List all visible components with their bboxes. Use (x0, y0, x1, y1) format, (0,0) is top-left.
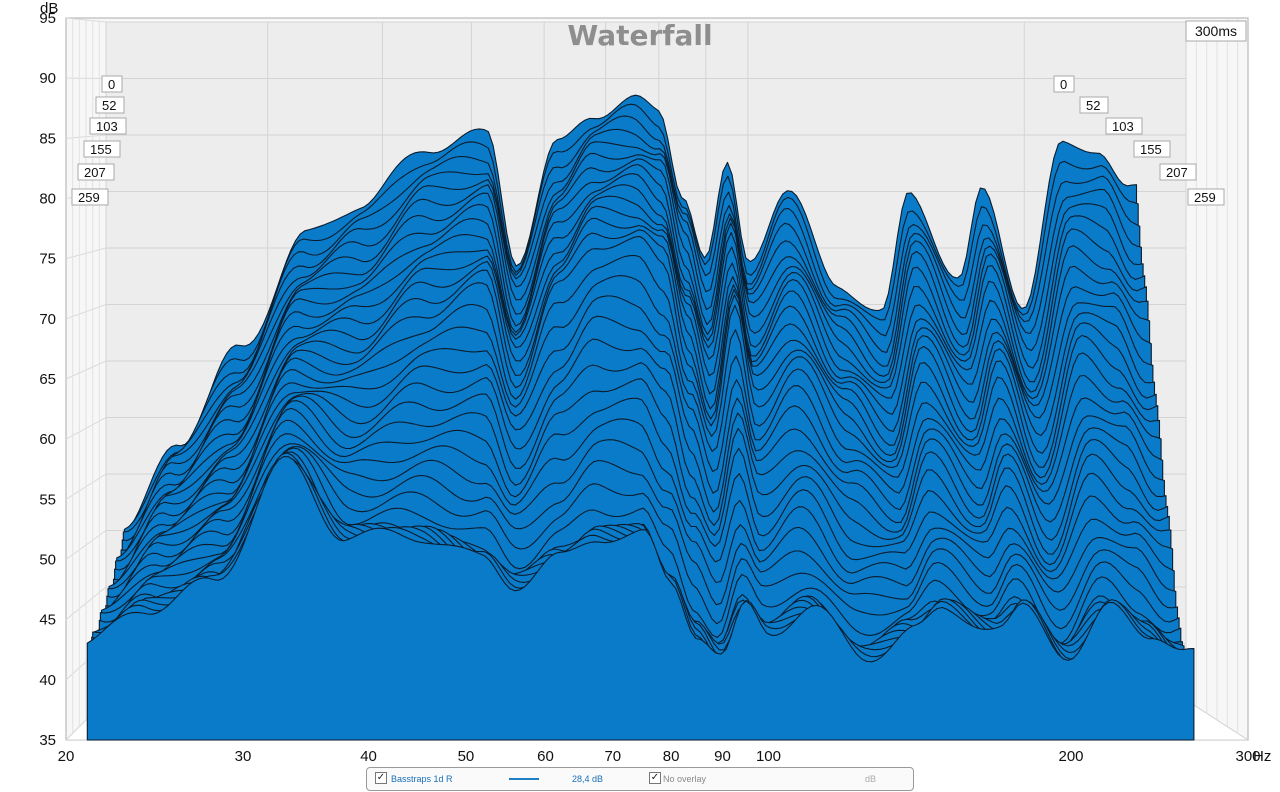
time-label-left-box (83, 140, 121, 158)
time-label-right: 155 (1140, 142, 1162, 157)
legend-unit: dB (865, 774, 877, 784)
time-label-right-box (1105, 117, 1143, 135)
time-label-right-box (1053, 75, 1075, 93)
legend-series-name: Basstraps 1d R (391, 774, 453, 784)
y-tick-label: 95 (39, 10, 56, 27)
y-tick-label: 55 (39, 491, 56, 508)
x-tick-label: 30 (235, 748, 252, 765)
x-tick-label: 50 (458, 748, 475, 765)
y-tick-label: 60 (39, 431, 56, 448)
time-range-label: 300ms (1195, 23, 1237, 39)
y-tick-label: 80 (39, 191, 56, 208)
y-tick-label: 85 (39, 130, 56, 147)
y-axis-label: dB (40, 0, 58, 17)
y-tick-label: 65 (39, 371, 56, 388)
legend-series-line (509, 778, 539, 780)
y-tick-label: 70 (39, 311, 56, 328)
time-label-right: 207 (1166, 165, 1188, 180)
y-tick-label: 35 (39, 732, 56, 749)
time-label-left: 207 (84, 165, 106, 180)
time-labels: 0 0 52 52 103 103 155 155 207 207 259 259 (71, 75, 1225, 206)
time-label-right: 259 (1194, 190, 1216, 205)
time-label-left: 155 (90, 142, 112, 157)
series-checkbox[interactable]: ✓ (375, 772, 387, 784)
x-tick-label: 100 (756, 748, 781, 765)
chart-title: Waterfall (567, 19, 712, 52)
y-axis-ticks: 95 90 85 80 75 70 65 60 55 50 45 40 35 (39, 10, 56, 749)
x-tick-label: 300 (1235, 748, 1260, 765)
legend-value: 28,4 dB (572, 774, 604, 784)
x-axis-label: Hz (1253, 748, 1271, 765)
time-label-right: 0 (1060, 77, 1067, 92)
x-tick-label: 40 (360, 748, 377, 765)
waterfall-slices (86, 94, 1195, 741)
overlay-checkbox[interactable]: ✓ (649, 772, 661, 784)
time-label-right: 52 (1086, 98, 1100, 113)
y-tick-label: 40 (39, 672, 56, 689)
waterfall-slice (86, 456, 1195, 741)
y-tick-label: 45 (39, 612, 56, 629)
x-tick-label: 70 (604, 748, 621, 765)
time-label-left: 103 (96, 119, 118, 134)
time-label-left-box (77, 163, 115, 181)
time-label-right: 103 (1112, 119, 1134, 134)
time-label-right-box (1159, 163, 1197, 181)
y-tick-label: 90 (39, 70, 56, 87)
x-tick-label: 20 (58, 748, 75, 765)
time-label-left-box (95, 96, 125, 114)
time-label-left-box (89, 117, 127, 135)
y-tick-label: 75 (39, 251, 56, 268)
x-tick-label: 80 (663, 748, 680, 765)
x-axis-ticks: 20 30 40 50 60 70 80 90 100 200 300 (58, 748, 1261, 765)
legend-bar: ✓ Basstraps 1d R 28,4 dB ✓ No overlay dB (366, 767, 914, 791)
x-tick-label: 60 (537, 748, 554, 765)
time-label-left: 259 (78, 190, 100, 205)
x-tick-label: 200 (1059, 748, 1084, 765)
y-tick-label: 50 (39, 552, 56, 569)
time-label-left: 0 (108, 77, 115, 92)
time-label-left-box (71, 188, 109, 206)
time-label-right-box (1133, 140, 1171, 158)
time-range-box (1185, 20, 1247, 42)
time-label-left-box (101, 75, 123, 93)
time-label-left: 52 (102, 98, 116, 113)
legend-overlay: No overlay (663, 774, 707, 784)
time-label-right-box (1079, 96, 1109, 114)
x-tick-label: 90 (714, 748, 731, 765)
time-label-right-box (1187, 188, 1225, 206)
